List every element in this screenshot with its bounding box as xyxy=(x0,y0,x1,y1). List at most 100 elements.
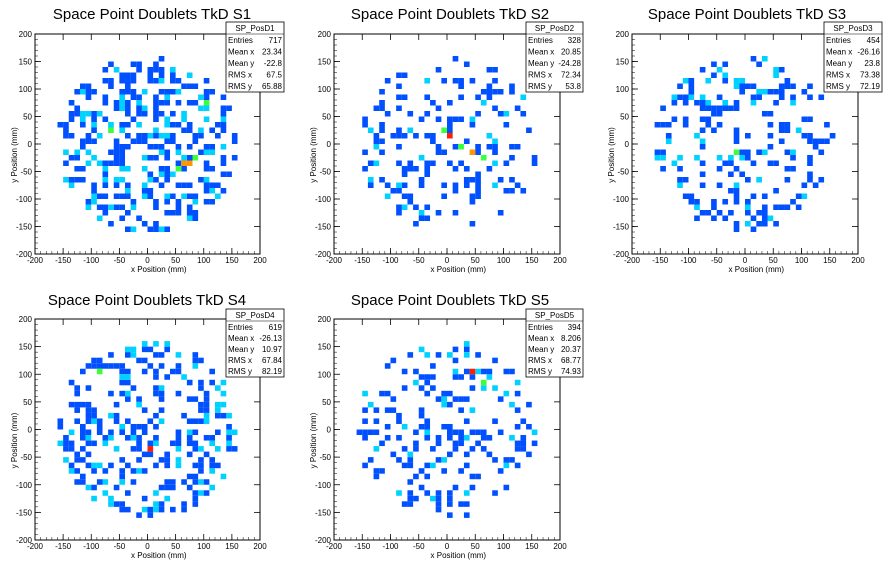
histogram-bin xyxy=(396,127,402,133)
histogram-bin xyxy=(733,149,740,155)
histogram-bin xyxy=(192,210,199,216)
y-tick-label: -50 xyxy=(20,453,32,462)
histogram-bin xyxy=(215,193,221,199)
histogram-bin xyxy=(362,407,368,413)
histogram-bin xyxy=(85,138,92,144)
histogram-bin xyxy=(203,144,210,150)
histogram-bin xyxy=(711,105,717,111)
x-tick-label: -50 xyxy=(413,256,425,265)
histogram-bin xyxy=(170,440,176,447)
histogram-bin xyxy=(452,210,459,216)
histogram-bin xyxy=(452,440,459,447)
histogram-bin xyxy=(130,72,137,78)
histogram-bin xyxy=(379,100,385,106)
histogram-bin xyxy=(102,177,109,183)
histogram-bin xyxy=(424,204,431,210)
histogram-bin xyxy=(198,177,204,183)
histogram-bin xyxy=(497,396,504,402)
histogram-bin xyxy=(141,346,148,353)
histogram-bin xyxy=(203,182,210,188)
histogram-bin xyxy=(170,171,176,177)
histogram-bin xyxy=(192,363,199,369)
histogram-bin xyxy=(209,166,216,172)
histogram-bin xyxy=(401,94,408,100)
histogram-bin xyxy=(767,215,774,221)
histogram-bin xyxy=(447,423,453,430)
histogram-bin xyxy=(164,457,171,463)
histogram-bin xyxy=(475,177,481,183)
histogram-bin xyxy=(141,155,148,161)
stats-row-label: RMS x xyxy=(228,356,252,365)
histogram-bin xyxy=(430,446,436,452)
stats-row-value: 717 xyxy=(269,36,283,45)
x-axis-label: x Position (mm) xyxy=(431,551,487,560)
histogram-bin xyxy=(750,193,757,199)
histogram-bin xyxy=(141,357,148,364)
histogram-bin xyxy=(458,468,464,474)
histogram-bin xyxy=(113,204,120,210)
histogram-bin xyxy=(136,122,142,128)
histogram-bin xyxy=(379,89,385,95)
x-tick-label: 0 xyxy=(445,256,450,265)
y-tick-label: -100 xyxy=(613,195,630,204)
histogram-bin xyxy=(475,188,481,194)
histogram-bin xyxy=(164,495,171,502)
histogram-bin xyxy=(130,89,137,95)
histogram-bin xyxy=(153,226,159,232)
histogram-bin xyxy=(209,462,216,469)
histogram-bin xyxy=(475,111,481,117)
histogram-bin xyxy=(136,435,142,441)
histogram-bin xyxy=(514,379,521,386)
histogram-bin xyxy=(509,144,515,150)
histogram-bin xyxy=(198,457,204,463)
histogram-bin xyxy=(722,215,729,221)
histogram-bin xyxy=(699,138,706,144)
histogram-bin xyxy=(198,479,204,485)
histogram-bin xyxy=(514,446,521,452)
histogram-bin xyxy=(660,155,666,161)
histogram-bin xyxy=(677,182,683,188)
histogram-bin xyxy=(80,446,86,452)
histogram-bin xyxy=(773,188,779,194)
histogram-bin xyxy=(113,67,120,73)
histogram-bin xyxy=(203,94,210,100)
histogram-bin xyxy=(147,512,154,518)
histogram-bin xyxy=(141,407,148,413)
histogram-bin xyxy=(739,89,745,95)
histogram-bin xyxy=(181,111,187,117)
histogram-bin xyxy=(226,412,232,419)
histogram-bin xyxy=(452,166,459,172)
histogram-bin xyxy=(63,457,69,463)
histogram-bin xyxy=(108,78,114,84)
histogram-bin xyxy=(520,188,527,194)
histogram-bin xyxy=(497,468,504,474)
y-tick-label: 100 xyxy=(616,85,630,94)
histogram-bin xyxy=(85,204,92,210)
histogram-bin xyxy=(209,484,216,491)
histogram-bin xyxy=(164,166,171,172)
histogram-bin xyxy=(475,144,481,150)
x-tick-label: 100 xyxy=(497,256,511,265)
histogram-bin xyxy=(130,446,137,452)
histogram-bin xyxy=(102,67,109,73)
histogram-bin xyxy=(424,160,431,166)
histogram-bin xyxy=(186,155,193,161)
histogram-bin xyxy=(784,204,791,210)
histogram-bin xyxy=(396,412,402,419)
histogram-bin xyxy=(226,171,232,177)
histogram-bin xyxy=(452,484,459,491)
histogram-bin xyxy=(203,116,210,122)
histogram-bin xyxy=(164,122,171,128)
histogram-bin xyxy=(147,144,154,150)
histogram-bin xyxy=(153,100,159,106)
stats-row-label: Mean y xyxy=(826,59,852,68)
histogram-bin xyxy=(119,457,126,463)
histogram-bin xyxy=(413,166,419,172)
histogram-bin xyxy=(91,199,97,205)
histogram-bin xyxy=(85,407,92,413)
stats-row-label: Mean x xyxy=(228,48,254,57)
histogram-bin xyxy=(68,462,75,469)
histogram-bin xyxy=(96,429,103,436)
histogram-bin xyxy=(80,111,86,117)
histogram-bin xyxy=(192,462,199,469)
